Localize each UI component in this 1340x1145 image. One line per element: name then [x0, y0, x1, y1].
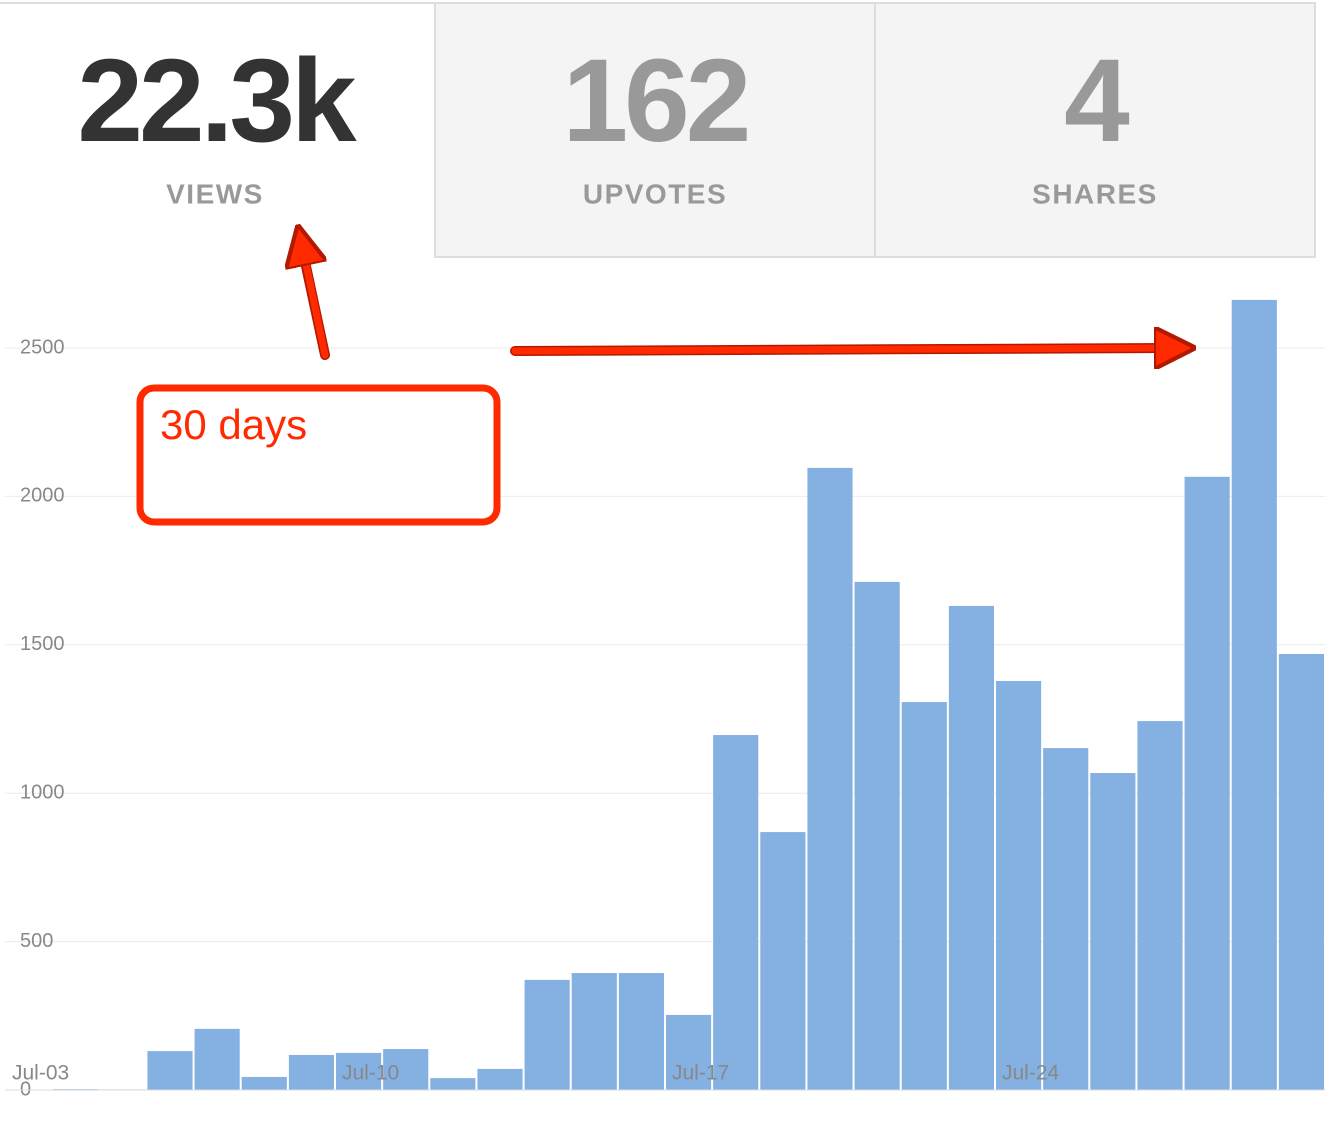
arrow: [511, 348, 1175, 351]
x-tick-label: Jul-24: [1002, 1062, 1060, 1085]
y-tick-label: 1500: [20, 633, 65, 655]
bar: [901, 702, 947, 1090]
bar: [1137, 721, 1183, 1090]
bar: [571, 973, 617, 1090]
bar: [383, 1049, 429, 1090]
annotation-box: [136, 384, 501, 526]
annotation-text: 30 days: [160, 401, 307, 448]
bar: [760, 832, 806, 1090]
arrow: [302, 245, 329, 359]
stat-value: 4: [1064, 35, 1129, 167]
bar: [996, 681, 1042, 1090]
stat-value: 22.3k: [77, 35, 357, 167]
stats: 22.3k VIEWS 162 UPVOTES 4 SHARES: [77, 35, 1158, 209]
stat-label: SHARES: [1032, 178, 1158, 209]
bar: [854, 581, 900, 1090]
bar: [288, 1054, 334, 1090]
bar: [524, 979, 570, 1090]
x-tick-label: Jul-10: [342, 1062, 399, 1085]
bar: [1043, 748, 1089, 1090]
bar: [713, 735, 759, 1090]
bar: [948, 605, 994, 1090]
bar: [618, 973, 664, 1090]
bar: [194, 1028, 240, 1090]
stat-label: VIEWS: [166, 178, 264, 209]
stat-label: UPVOTES: [583, 178, 727, 209]
x-tick-label: Jul-03: [12, 1062, 69, 1085]
bar: [1090, 773, 1136, 1090]
bar: [147, 1051, 193, 1090]
chart: 0 500 1000 1500 2000 2500 Jul-03 Jul-10 Jul-17 Ju…: [5, 299, 1325, 1100]
bar: [241, 1076, 287, 1090]
stat-value: 162: [563, 35, 748, 167]
bar: [1278, 654, 1324, 1090]
annotation: 30 days: [136, 238, 1175, 526]
bar: [1231, 299, 1277, 1090]
y-tick-label: 2500: [20, 336, 65, 358]
y-tick-label: 2000: [20, 485, 65, 507]
y-tick-label: 500: [20, 930, 53, 952]
y-tick-label: 1000: [20, 781, 65, 803]
bar: [477, 1068, 523, 1090]
bar: [666, 1014, 712, 1090]
y-tick-label: 0: [20, 1078, 31, 1100]
x-tick-label: Jul-17: [672, 1062, 729, 1085]
bar: [430, 1078, 476, 1090]
bar: [1184, 476, 1230, 1091]
bar: [336, 1052, 382, 1090]
bar: [807, 467, 853, 1090]
